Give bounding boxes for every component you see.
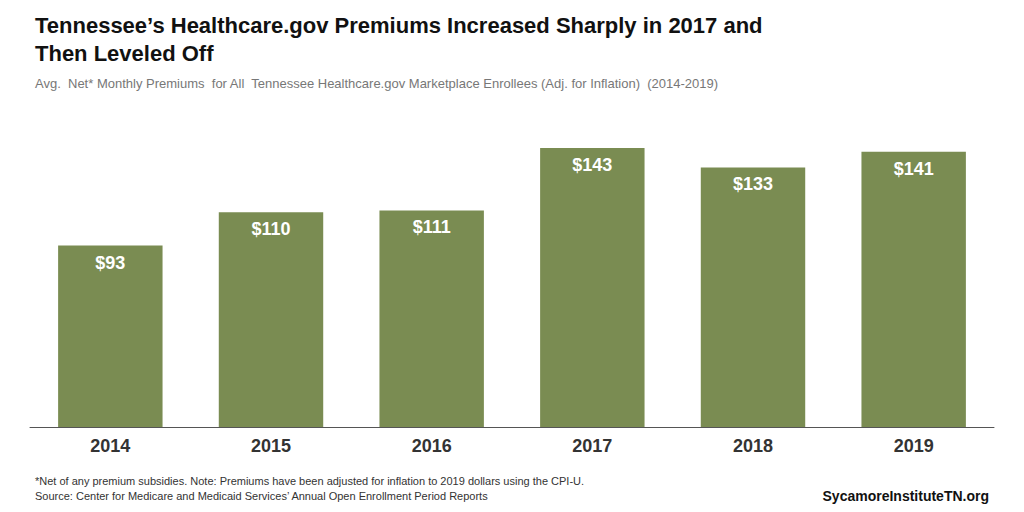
svg-text:Source: Center for Medicare an: Source: Center for Medicare and Medicaid… bbox=[35, 490, 488, 502]
svg-text:2016: 2016 bbox=[412, 436, 452, 456]
svg-text:2017: 2017 bbox=[572, 436, 612, 456]
svg-text:$111: $111 bbox=[413, 217, 451, 237]
svg-text:$93: $93 bbox=[95, 253, 125, 273]
svg-text:Tennessee’s Healthcare.gov Pre: Tennessee’s Healthcare.gov Premiums Incr… bbox=[35, 13, 763, 38]
svg-text:Then Leveled Off: Then Leveled Off bbox=[35, 41, 214, 66]
svg-text:$133: $133 bbox=[733, 174, 773, 194]
svg-text:*Net of any premium subsidies.: *Net of any premium subsidies. Note: Pre… bbox=[35, 475, 584, 487]
svg-text:2014: 2014 bbox=[90, 436, 130, 456]
svg-text:$143: $143 bbox=[572, 155, 612, 175]
svg-text:2015: 2015 bbox=[251, 436, 291, 456]
svg-text:$110: $110 bbox=[251, 219, 290, 239]
svg-text:2018: 2018 bbox=[733, 436, 773, 456]
svg-text:Avg. Net* Monthly Premiums f: Avg. Net* Monthly Premiums for All Tenne… bbox=[35, 76, 718, 91]
svg-text:2019: 2019 bbox=[894, 436, 934, 456]
svg-text:SycamoreInstituteTN.org: SycamoreInstituteTN.org bbox=[823, 488, 989, 504]
svg-text:$141: $141 bbox=[894, 159, 934, 179]
